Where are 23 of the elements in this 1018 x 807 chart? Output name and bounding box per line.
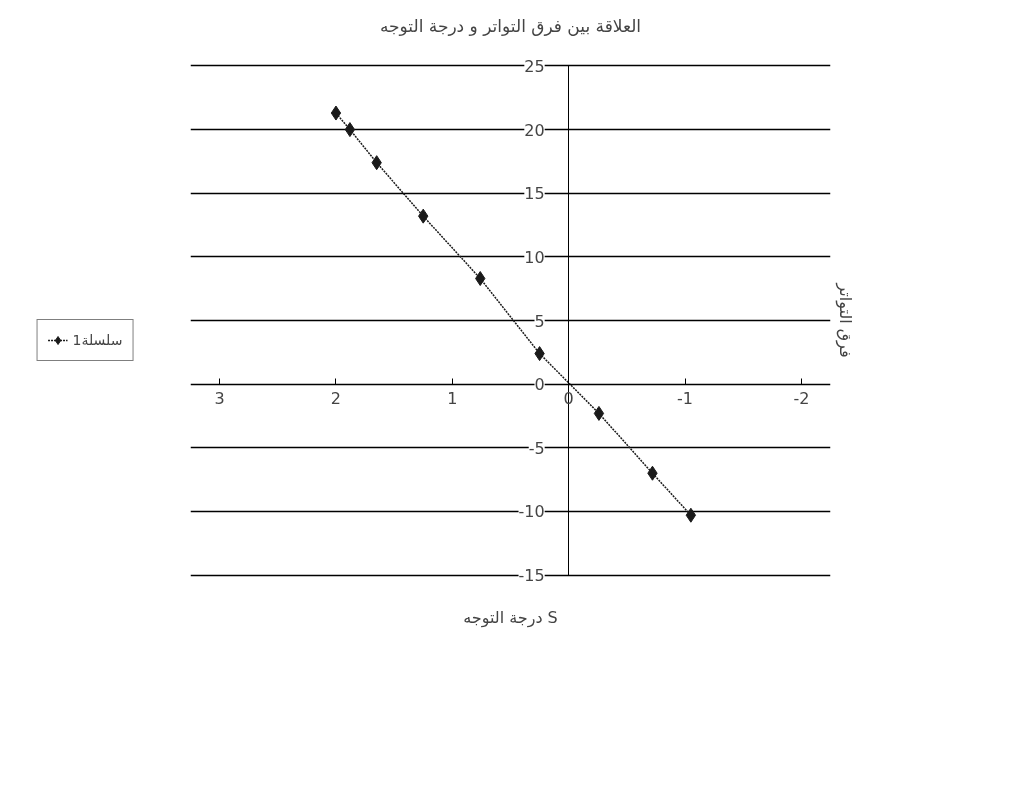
x-tick-label: 2 xyxy=(330,389,342,409)
y-tick-label: 15 xyxy=(524,184,545,204)
y-tick-label: 10 xyxy=(524,247,545,267)
y-tick-label: 5 xyxy=(534,311,545,331)
y-tick-label: 25 xyxy=(524,56,545,76)
x-tick-label: -2 xyxy=(793,389,810,409)
y-tick-label: -15 xyxy=(518,566,545,586)
x-tick-label: 1 xyxy=(447,389,458,409)
y-tick-label: 0 xyxy=(534,375,545,395)
y-tick-label: -10 xyxy=(518,502,545,522)
point xyxy=(475,271,486,286)
point xyxy=(344,122,356,138)
point xyxy=(330,105,342,121)
legend-label: سلسلة1 xyxy=(72,331,123,348)
y-tick-label: -5 xyxy=(528,438,545,458)
point xyxy=(685,507,697,523)
chart-title: العلاقة بين فرق التواتر و درجة التوجه xyxy=(379,15,642,36)
x-axis-title: درجة التوجه S xyxy=(463,607,558,628)
y-tick-label: 20 xyxy=(524,120,545,140)
x-tick-label: -1 xyxy=(677,389,694,409)
point xyxy=(593,405,605,421)
y-axis-title: فرق التواتر xyxy=(834,282,855,358)
x-tick-label: 3 xyxy=(214,389,225,409)
